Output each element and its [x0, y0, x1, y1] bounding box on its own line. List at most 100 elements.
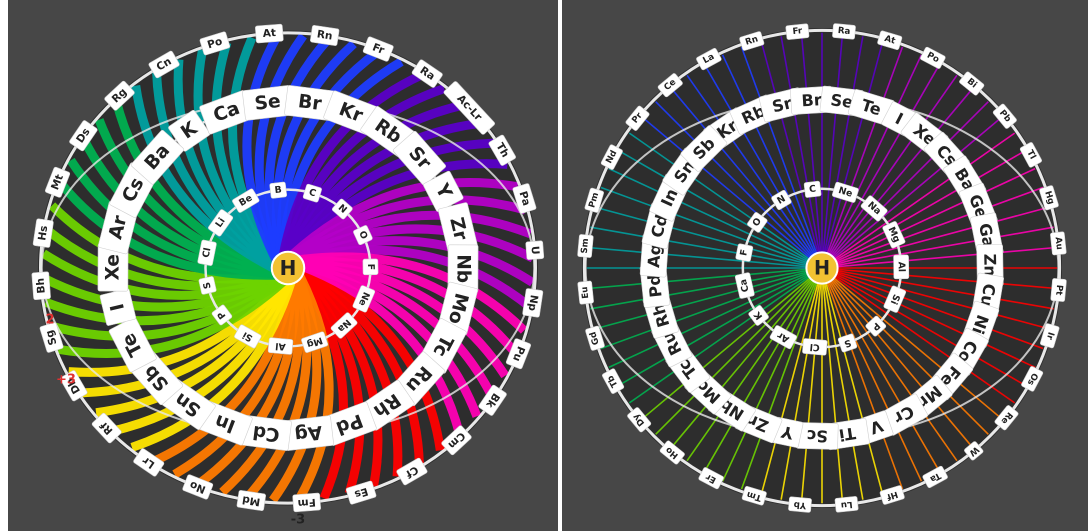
element-tag: Pd — [322, 401, 377, 446]
element-tag-box — [739, 31, 765, 51]
spoke — [827, 280, 923, 482]
element-tag-box — [1040, 323, 1060, 349]
spoke — [287, 159, 508, 258]
spoke — [740, 281, 818, 490]
element-tag-box — [392, 130, 446, 186]
spoke — [112, 100, 275, 274]
spoke — [760, 281, 820, 496]
element-tag-box — [1021, 366, 1044, 392]
element-symbol: Ir — [1044, 331, 1056, 342]
element-symbol: Ti — [838, 423, 857, 444]
element-tag: Po — [920, 46, 946, 69]
element-symbol: Mt — [49, 173, 66, 192]
element-tag-box — [255, 23, 284, 44]
element-tag: La — [696, 48, 722, 71]
element-tag-box — [168, 109, 211, 152]
edge-number: +3 — [56, 373, 76, 388]
spoke — [130, 280, 296, 452]
element-symbol: Yb — [793, 499, 807, 510]
element-tag: Sn — [160, 378, 216, 430]
element-tag: Ag — [282, 415, 334, 451]
element-tag-box — [893, 254, 910, 280]
spoke — [254, 33, 307, 261]
element-tag: Mg — [301, 331, 329, 353]
element-tag: At — [255, 23, 284, 44]
element-symbol: Fm — [297, 496, 316, 509]
element-symbol: Hs — [36, 225, 50, 242]
element-tag: Mt — [44, 166, 71, 198]
spoke — [628, 275, 811, 404]
element-symbol: Te — [859, 95, 884, 119]
element-symbol: C — [809, 183, 817, 195]
element-tag-box — [234, 324, 262, 349]
element-tag-box — [1050, 231, 1067, 256]
element-symbol: Cl — [201, 247, 214, 259]
spoke — [299, 267, 403, 477]
element-tag: Po — [199, 31, 231, 56]
element-tag: Sm — [577, 234, 594, 258]
element-tag: Zr — [438, 202, 479, 256]
element-tag: Ra — [411, 59, 443, 88]
element-tag-box — [994, 405, 1019, 431]
element-tag-box — [396, 457, 428, 486]
element-symbol: Al — [896, 262, 907, 273]
element-tag: Si — [883, 285, 907, 313]
spoke — [834, 167, 1036, 263]
element-tag-box — [837, 333, 858, 353]
element-symbol: At — [262, 27, 276, 40]
ring — [582, 28, 1062, 508]
right-sphere-panel: Ne Na Mg Al Si P S Cl Ar K Ca F O N C Kr Rb Sr Br Se Te I Xe Cs… — [562, 0, 1088, 531]
element-tag-box — [352, 285, 376, 313]
spoke — [617, 274, 810, 387]
element-tag: Db — [60, 370, 88, 402]
element-tag: Xe — [97, 243, 129, 292]
spoke — [242, 33, 282, 262]
spoke — [608, 167, 810, 263]
element-tag: Th — [488, 134, 516, 166]
element-tag-box — [747, 212, 768, 233]
element-symbol: Rn — [744, 34, 759, 47]
spoke — [293, 210, 532, 260]
spoke — [112, 280, 294, 436]
element-tag: Ds — [69, 120, 98, 152]
element-tag: I — [99, 288, 137, 326]
element-tag-box — [584, 187, 604, 213]
spoke — [800, 282, 822, 503]
spoke — [172, 280, 299, 479]
element-tag-box — [882, 221, 906, 249]
element-tag: W — [964, 441, 984, 461]
element-tag: Bi — [959, 71, 985, 96]
spoke — [831, 101, 989, 259]
element-tag-box — [627, 407, 652, 433]
element-tag-box — [104, 80, 135, 111]
element-symbol: C — [307, 187, 317, 200]
element-symbol: Md — [242, 493, 262, 508]
element-symbol: Gd — [588, 330, 601, 346]
element-symbol: Bh — [35, 278, 48, 294]
element-tag-box — [362, 36, 394, 62]
spoke — [600, 272, 809, 350]
spoke — [830, 278, 974, 449]
element-tag: S — [837, 333, 858, 353]
spoke — [822, 282, 844, 503]
middle-ring-labels: KCa Se Br KrRbSrYZrNbMoTcRuRhPdAgCdInSnSbTe… — [97, 85, 479, 451]
element-tag: Pb — [992, 103, 1017, 129]
spoke — [800, 33, 822, 254]
spoke — [49, 277, 285, 341]
element-tag-box — [197, 239, 217, 266]
element-tag: Sg — [39, 322, 64, 353]
element-tag: C — [803, 180, 822, 198]
element-tag-box — [883, 285, 907, 313]
element-tag-box — [964, 441, 984, 461]
element-symbol: Ne — [356, 290, 372, 307]
spoke — [830, 87, 974, 258]
element-tag-box — [831, 181, 859, 203]
spoke — [686, 74, 815, 257]
spoke — [822, 33, 844, 254]
spoke — [835, 272, 1044, 350]
spoke — [832, 116, 1003, 260]
element-tag-box — [577, 234, 594, 258]
element-tag-box — [585, 325, 605, 351]
element-symbol: Fr — [792, 26, 803, 37]
